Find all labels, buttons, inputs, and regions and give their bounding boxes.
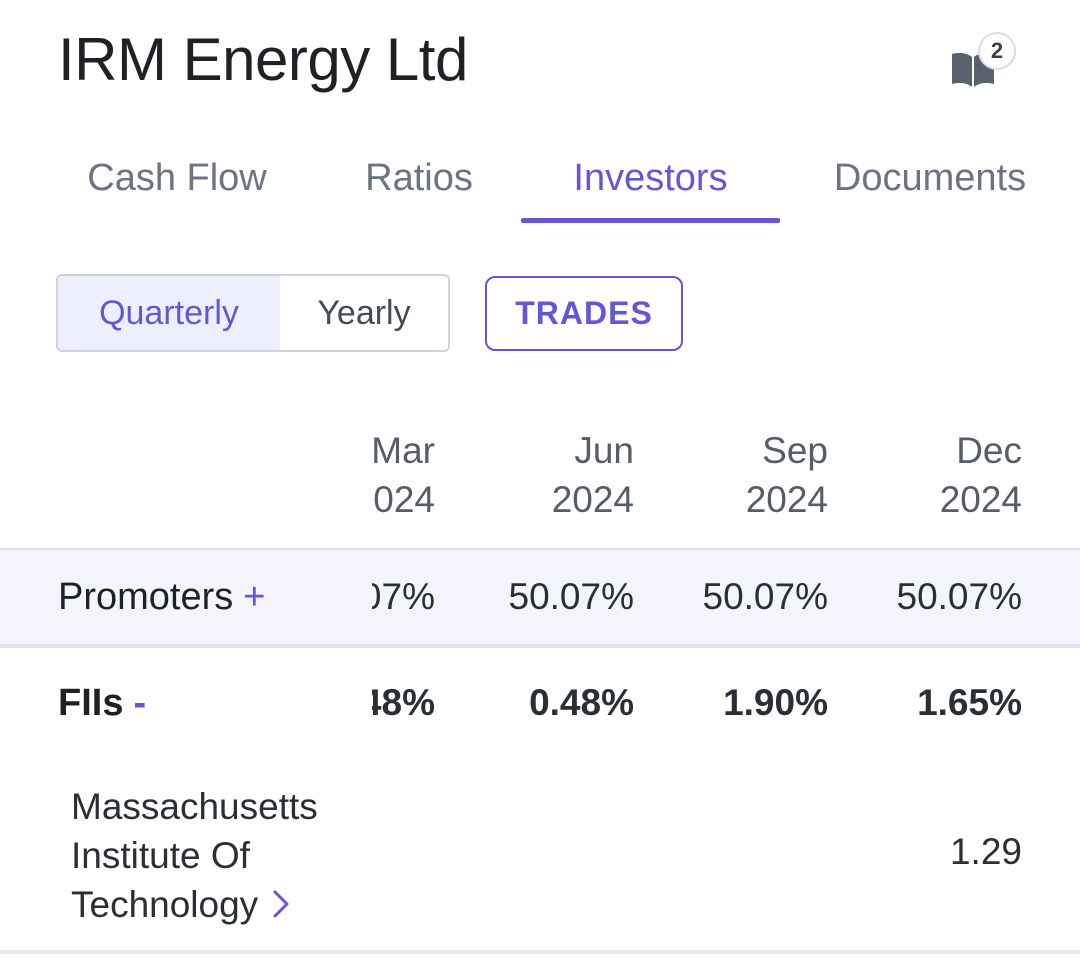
tab-cash-flow[interactable]: Cash Flow <box>87 157 267 199</box>
tab-documents[interactable]: Documents <box>833 157 1027 199</box>
row-values: 1.29 <box>372 770 1072 950</box>
shareholding-table[interactable]: Mar 2024 Jun 2024 Sep 2024 Dec 2024 Prom… <box>0 420 1080 980</box>
table-cell: 50.07% <box>372 576 435 617</box>
notes-button[interactable]: 2 <box>942 32 1016 102</box>
column-year: 2024 <box>372 479 435 520</box>
table-row-promoters[interactable]: Promoters+ 50.07% 50.07% 50.07% 50.07% <box>0 548 1080 648</box>
table-cell: 50.07% <box>896 576 1023 617</box>
expand-icon[interactable]: + <box>243 576 266 618</box>
investor-link[interactable]: Massachusetts Institute Of Technology <box>71 782 371 929</box>
fiis-label[interactable]: FIIs - <box>58 682 146 725</box>
company-title: IRM Energy Ltd <box>58 26 468 93</box>
table-cell: 50.07% <box>702 576 829 617</box>
column-month: Mar <box>372 430 435 471</box>
promoters-label[interactable]: Promoters + <box>58 576 265 619</box>
period-toggle: Quarterly Yearly <box>56 274 450 352</box>
column-year: 2024 <box>551 479 634 520</box>
column-month: Dec <box>956 430 1022 471</box>
investor-name: Massachusetts Institute Of Technology <box>71 786 318 925</box>
table-cell: 1.90% <box>723 682 828 723</box>
row-values: 50.07% 50.07% 50.07% 50.07% <box>372 550 1072 644</box>
column-headers: Mar 2024 Jun 2024 Sep 2024 Dec 2024 <box>372 420 1072 540</box>
column-header: Sep 2024 <box>628 426 828 524</box>
column-month: Jun <box>574 430 634 471</box>
yearly-option[interactable]: Yearly <box>317 294 411 332</box>
table-cell: 0.48% <box>372 682 435 723</box>
column-month: Sep <box>762 430 828 471</box>
tab-ratios[interactable]: Ratios <box>365 157 473 199</box>
table-cell: 50.07% <box>508 576 635 617</box>
table-cell: 1.29 <box>949 831 1022 872</box>
collapse-icon[interactable]: - <box>133 682 147 724</box>
table-cell: 0.48% <box>529 682 634 723</box>
header: IRM Energy Ltd 2 <box>58 24 1040 104</box>
row-values: 0.48% 0.48% 1.90% 1.65% <box>372 650 1072 760</box>
trades-button[interactable]: TRADES <box>485 276 683 351</box>
table-row-investor[interactable]: Massachusetts Institute Of Technology 1.… <box>0 770 1080 954</box>
column-header: Dec 2024 <box>822 426 1022 524</box>
chevron-right-icon <box>273 890 289 918</box>
column-header: Jun 2024 <box>434 426 634 524</box>
tab-investors[interactable]: Investors <box>573 157 728 199</box>
notes-count-badge: 2 <box>978 32 1016 70</box>
column-year: 2024 <box>745 479 828 520</box>
section-tabs: Cash Flow Ratios Investors Documents <box>0 140 1080 226</box>
row-label-text: FIIs <box>58 682 124 724</box>
active-tab-indicator <box>521 218 780 223</box>
table-row-fiis[interactable]: FIIs- 0.48% 0.48% 1.90% 1.65% <box>0 650 1080 760</box>
column-header: Mar 2024 <box>372 426 435 524</box>
row-label-text: Promoters <box>58 576 234 618</box>
table-cell: 1.65% <box>917 682 1022 723</box>
column-year: 2024 <box>939 479 1022 520</box>
quarterly-option[interactable]: Quarterly <box>58 276 280 350</box>
